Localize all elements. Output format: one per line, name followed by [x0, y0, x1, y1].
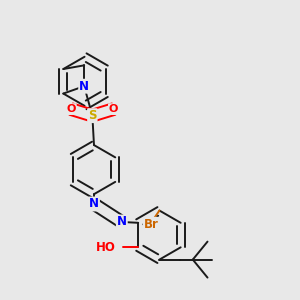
Text: S: S [88, 109, 97, 122]
Text: Br: Br [144, 218, 159, 231]
Text: N: N [117, 215, 127, 229]
Text: N: N [89, 197, 99, 211]
Text: HO: HO [95, 241, 115, 254]
Text: O: O [66, 104, 76, 114]
Text: N: N [79, 80, 89, 93]
Text: O: O [109, 104, 118, 114]
